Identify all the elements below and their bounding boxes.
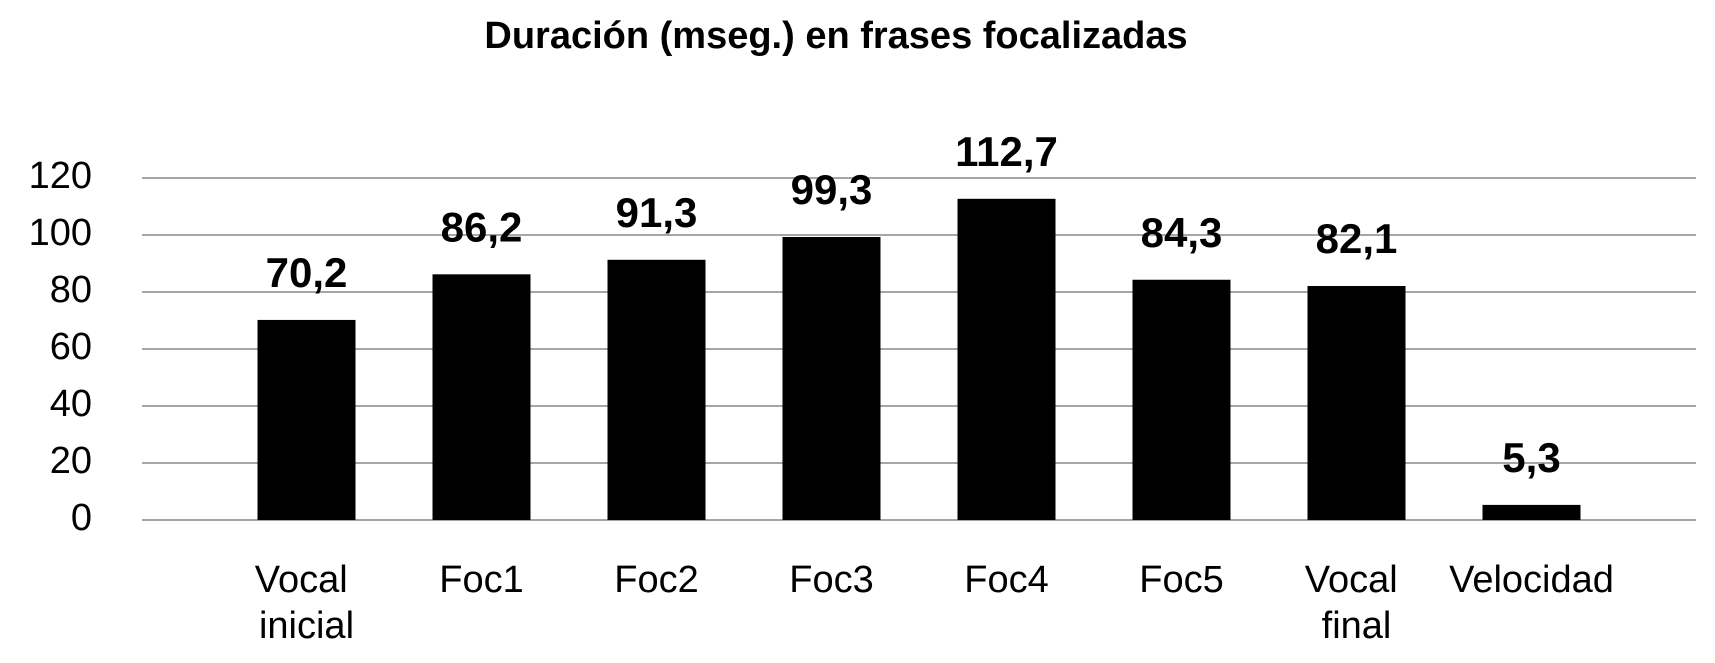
- x-tick-label: Foc1: [439, 559, 523, 601]
- x-tick-label: Foc5: [1139, 559, 1223, 601]
- bar: [957, 198, 1056, 520]
- y-tick-label: 60: [50, 326, 92, 368]
- x-tick-label: Foc2: [614, 559, 698, 601]
- y-tick-label: 40: [50, 383, 92, 425]
- x-tick-label: Foc4: [964, 559, 1048, 601]
- y-tick-label: 120: [29, 155, 92, 197]
- bar: [782, 236, 881, 520]
- y-tick-label: 20: [50, 440, 92, 482]
- bar: [1482, 504, 1581, 520]
- bar: [432, 274, 531, 520]
- data-label: 112,7: [955, 128, 1058, 175]
- y-tick-label: 80: [50, 269, 92, 311]
- data-label: 70,2: [266, 249, 348, 296]
- x-tick-label: Foc3: [789, 559, 873, 601]
- data-label: 91,3: [616, 189, 698, 236]
- x-tick-label: Velocidad: [1449, 559, 1614, 601]
- x-tick-label: Vocal final: [1305, 559, 1409, 647]
- bar: [607, 259, 706, 520]
- data-label: 82,1: [1316, 215, 1398, 262]
- x-tick-label: Vocal inicial: [255, 559, 359, 647]
- bar: [257, 319, 356, 520]
- data-label: 5,3: [1502, 434, 1560, 481]
- data-label: 99,3: [791, 166, 873, 213]
- bar: [1307, 286, 1406, 520]
- data-label: 86,2: [441, 203, 523, 250]
- data-label: 84,3: [1141, 209, 1223, 256]
- y-tick-label: 100: [29, 212, 92, 254]
- chart-title: Duración (mseg.) en frases focalizadas: [484, 15, 1187, 57]
- y-tick-label: 0: [71, 497, 92, 539]
- bar: [1132, 279, 1231, 520]
